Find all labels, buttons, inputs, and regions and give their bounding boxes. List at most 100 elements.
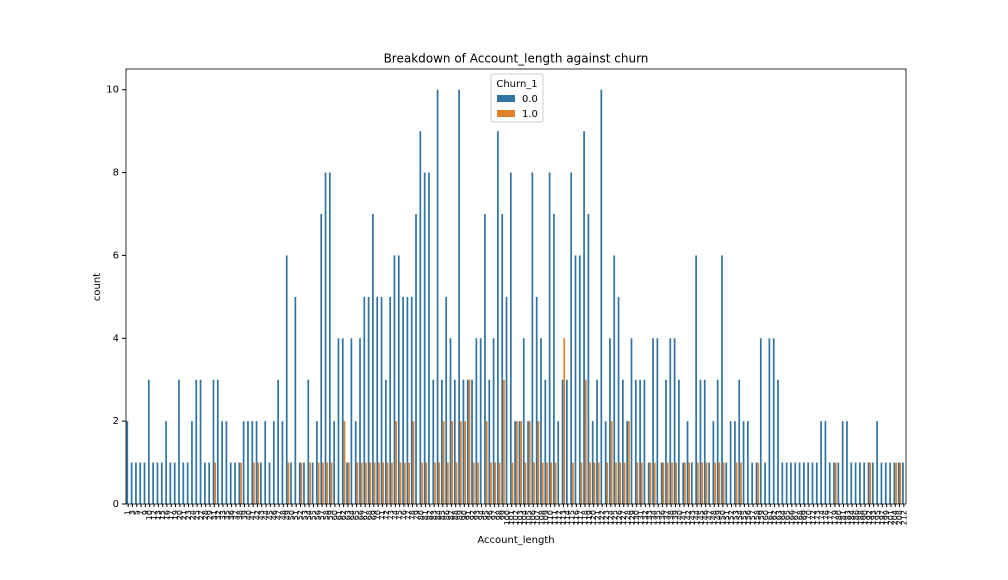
bar [403, 462, 406, 504]
bar [309, 462, 311, 504]
bar [354, 421, 357, 504]
bar [147, 379, 150, 504]
x-tick-label: 184 [848, 510, 857, 525]
x-tick-label: 115 [568, 510, 577, 525]
x-tick-label: 20 [175, 510, 184, 520]
x-tick-label: 66 [356, 510, 365, 520]
bar [380, 296, 383, 504]
x-tick-label: 85 [438, 510, 447, 520]
x-tick-label: 64 [348, 510, 357, 520]
x-tick-label: 89 [455, 510, 464, 520]
x-tick-label: 81 [421, 510, 430, 520]
x-tick-label: 116 [572, 510, 581, 525]
x-tick-label: 120 [589, 510, 598, 525]
bar [442, 421, 445, 504]
bar [139, 462, 142, 504]
bar [386, 462, 389, 504]
bar [772, 338, 775, 504]
bar [419, 131, 422, 504]
bar [445, 296, 448, 504]
bar [378, 462, 380, 504]
x-tick-label: 195 [873, 510, 882, 525]
x-tick-label: 177 [826, 510, 835, 525]
x-tick-label: 124 [606, 510, 615, 525]
x-tick-label: 97 [490, 510, 499, 520]
bar [268, 462, 271, 504]
x-tick-label: 12 [150, 510, 159, 520]
bar [287, 462, 290, 504]
x-tick-label: 21 [180, 510, 189, 520]
bar [695, 255, 697, 504]
bar [337, 338, 340, 504]
bar [204, 462, 206, 504]
x-tick-label: 50 [287, 510, 296, 520]
x-tick-label: 148 [710, 510, 719, 525]
x-tick-label: 183 [843, 510, 852, 525]
bar [869, 462, 872, 504]
bar [449, 338, 452, 504]
bar [565, 379, 568, 504]
bar [229, 462, 232, 504]
bar [458, 89, 460, 504]
bar [615, 462, 617, 504]
x-tick-label: 107 [533, 510, 542, 525]
bar [503, 379, 505, 504]
bar [725, 462, 728, 504]
bar [272, 421, 275, 504]
bar [656, 338, 659, 504]
x-tick-label: 80 [417, 510, 426, 520]
legend-title: Churn_1 [496, 79, 537, 90]
bar [790, 462, 792, 504]
x-tick-label: 122 [598, 510, 607, 525]
x-tick-label: 138 [667, 510, 676, 525]
x-tick-label: 77 [404, 510, 413, 520]
bar [759, 338, 762, 504]
bar [705, 462, 708, 504]
x-tick-label: 87 [447, 510, 456, 520]
x-tick-label: 143 [688, 510, 697, 525]
bar [359, 338, 361, 504]
bar [617, 296, 620, 504]
bar [828, 462, 831, 504]
bar [626, 421, 629, 504]
bar [794, 462, 797, 504]
bar [820, 421, 822, 504]
bar [326, 462, 329, 504]
bar [316, 421, 318, 504]
bar [472, 462, 475, 504]
bar [518, 421, 521, 504]
x-tick-label: 119 [585, 510, 594, 525]
x-tick-label: 170 [805, 510, 814, 525]
bar [195, 379, 198, 504]
bar [623, 462, 626, 504]
bar [846, 421, 848, 504]
bar [722, 462, 725, 504]
x-tick-label: 79 [412, 510, 421, 520]
bar [768, 338, 771, 504]
y-tick-label: 2 [113, 416, 119, 427]
x-tick-label: 172 [809, 510, 818, 525]
bar [471, 379, 473, 504]
x-tick-label: 101 [507, 510, 516, 525]
x-tick-label: 132 [641, 510, 650, 525]
x-tick-label: 146 [701, 510, 710, 525]
bar [628, 421, 630, 504]
bar [395, 421, 398, 504]
x-tick-label: 25 [193, 510, 202, 520]
bar [350, 338, 353, 504]
bar [490, 462, 492, 504]
bar [738, 379, 741, 504]
bar [277, 379, 279, 504]
bar [178, 379, 180, 504]
x-tick-label: 76 [399, 510, 408, 520]
x-tick-label: 117 [576, 510, 585, 525]
bar [699, 379, 702, 504]
bar [735, 462, 738, 504]
bar [373, 462, 376, 504]
x-tick-label: 142 [684, 510, 693, 525]
bar [307, 379, 310, 504]
legend-swatch [497, 95, 515, 102]
x-tick-label: 1 [124, 510, 133, 515]
bar [671, 462, 673, 504]
bar [867, 462, 870, 504]
